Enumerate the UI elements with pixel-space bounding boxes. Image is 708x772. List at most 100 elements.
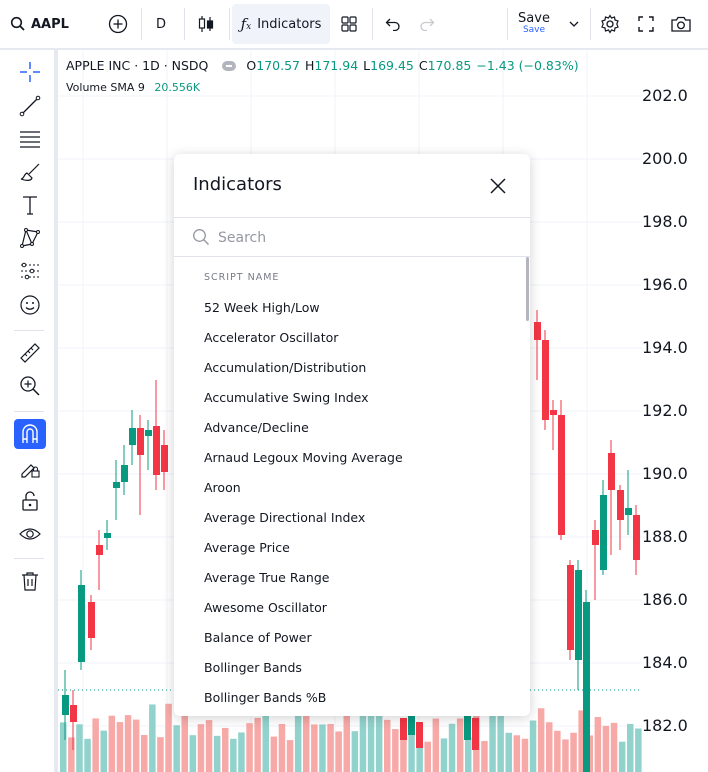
- volume-bar: [68, 737, 75, 772]
- legend-collapse-button[interactable]: [222, 60, 237, 71]
- list-scrollbar[interactable]: [526, 257, 529, 321]
- lock-drawing-tool[interactable]: [14, 453, 46, 483]
- indicator-item[interactable]: Average Directional Index: [204, 510, 366, 525]
- volume-bar: [497, 715, 504, 772]
- compare-symbol-button[interactable]: [104, 0, 132, 48]
- pattern-tool[interactable]: [14, 223, 46, 253]
- candle-body: [608, 453, 615, 490]
- crosshair-tool[interactable]: [14, 57, 46, 87]
- volume-bar: [157, 737, 164, 772]
- toolbar-divider: [14, 330, 44, 331]
- save-button[interactable]: Save Save: [512, 0, 556, 48]
- volume-bar: [173, 725, 180, 772]
- volume-bar: [351, 731, 359, 772]
- chevron-down-icon: [569, 21, 579, 27]
- price-chart[interactable]: [58, 50, 708, 772]
- fib-tool[interactable]: [14, 124, 46, 154]
- price-tick: 196.0: [642, 275, 688, 294]
- indicator-item[interactable]: Balance of Power: [204, 630, 312, 645]
- volume-legend: Volume SMA 9 20.556K: [66, 81, 200, 94]
- indicator-item[interactable]: Awesome Oscillator: [204, 600, 327, 615]
- search-input[interactable]: [216, 226, 510, 250]
- indicator-item[interactable]: Average True Range: [204, 570, 330, 585]
- volume-bar: [562, 739, 569, 772]
- screenshot-button[interactable]: [666, 0, 696, 48]
- candle-body: [96, 545, 103, 555]
- price-axis[interactable]: 202.0 200.0 198.0 196.0 194.0 192.0 190.…: [642, 50, 708, 772]
- indicator-item[interactable]: Aroon: [204, 480, 241, 495]
- price-tick: 190.0: [642, 464, 688, 483]
- volume-bar: [165, 703, 172, 772]
- toolbar-divider: [229, 8, 230, 40]
- close-button[interactable]: [484, 172, 512, 200]
- text-tool[interactable]: [14, 190, 46, 220]
- symbol-label: AAPL: [31, 16, 69, 32]
- brush-tool[interactable]: [14, 157, 46, 187]
- volume-bar: [311, 724, 318, 772]
- remove-drawings-tool[interactable]: [14, 566, 46, 596]
- indicator-item[interactable]: Bollinger Bands %B: [204, 690, 327, 705]
- indicator-item[interactable]: Arnaud Legoux Moving Average: [204, 450, 403, 465]
- trend-line-tool[interactable]: [14, 91, 46, 121]
- volume-bar: [513, 735, 521, 772]
- volume-bar: [416, 731, 423, 772]
- interval-button[interactable]: D: [148, 0, 174, 48]
- settings-button[interactable]: [596, 0, 624, 48]
- symbol-search-button[interactable]: AAPL: [10, 0, 120, 48]
- hide-drawings-tool[interactable]: [14, 519, 46, 549]
- volume-bar: [465, 736, 472, 772]
- price-tick: 200.0: [642, 149, 688, 168]
- indicator-item[interactable]: Bollinger Bands: [204, 660, 302, 675]
- volume-bar: [570, 732, 577, 772]
- trend-line-icon: [19, 95, 41, 117]
- templates-button[interactable]: [335, 0, 363, 48]
- toolbar-divider: [507, 8, 508, 40]
- volume-bar: [197, 724, 205, 772]
- volume-bar: [359, 707, 367, 772]
- toolbar-divider: [141, 8, 142, 40]
- series-name: APPLE INC · 1D · NSDQ: [66, 58, 209, 73]
- volume-bar: [92, 718, 99, 772]
- candle-body: [542, 340, 549, 420]
- top-toolbar: AAPL D ƒx Indicators Save Save: [0, 0, 708, 50]
- close-value: 170.85: [427, 58, 472, 73]
- camera-icon: [671, 16, 691, 32]
- indicator-item[interactable]: Accumulation/Distribution: [204, 360, 367, 375]
- high-value: 171.94: [314, 58, 359, 73]
- candle-body: [617, 490, 624, 520]
- volume-bar: [254, 717, 261, 772]
- price-tick: 192.0: [642, 401, 688, 420]
- column-header-script-name: SCRIPT NAME: [204, 272, 280, 283]
- undo-icon: [385, 18, 400, 31]
- magnet-tool[interactable]: [14, 419, 46, 449]
- volume-bar: [132, 719, 140, 772]
- ruler-tool[interactable]: [14, 338, 46, 368]
- redo-button[interactable]: [414, 0, 440, 48]
- candle-body: [121, 465, 128, 482]
- unlock-icon: [22, 491, 38, 511]
- volume-bar: [627, 723, 634, 772]
- indicator-item[interactable]: Accelerator Oscillator: [204, 330, 339, 345]
- prediction-tool[interactable]: [14, 256, 46, 286]
- indicator-item[interactable]: 52 Week High/Low: [204, 300, 320, 315]
- unlock-tool[interactable]: [14, 486, 46, 516]
- indicator-item[interactable]: Advance/Decline: [204, 420, 309, 435]
- volume-bar: [578, 710, 585, 772]
- candles: [62, 310, 640, 772]
- indicator-item[interactable]: Average Price: [204, 540, 290, 555]
- chart-type-button[interactable]: [192, 0, 220, 48]
- indicators-button[interactable]: ƒx Indicators: [232, 4, 330, 44]
- zoom-in-tool[interactable]: [14, 371, 46, 401]
- volume-bar: [303, 703, 310, 772]
- undo-button[interactable]: [380, 0, 406, 48]
- volume-bar: [270, 736, 278, 772]
- emoji-tool[interactable]: [14, 290, 46, 320]
- indicator-item[interactable]: Accumulative Swing Index: [204, 390, 369, 405]
- save-menu-button[interactable]: [564, 0, 584, 48]
- volume-bar: [602, 725, 610, 772]
- candle-body: [416, 722, 423, 748]
- fullscreen-button[interactable]: [632, 0, 660, 48]
- grid-icon: [341, 16, 357, 32]
- chart-pane[interactable]: APPLE INC · 1D · NSDQ O 170.57 H 171.94 …: [58, 50, 708, 772]
- volume-bar: [108, 715, 116, 772]
